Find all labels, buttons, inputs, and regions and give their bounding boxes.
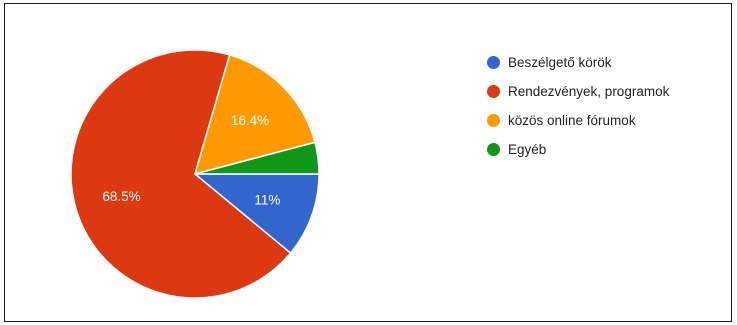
pie-slice-2 — [70, 49, 292, 299]
pie-slice-3 — [194, 54, 316, 175]
pie-slice-4 — [194, 141, 320, 175]
legend-item-1: Beszélgető körök — [487, 51, 669, 73]
legend-label: Rendezvények, programok — [508, 83, 670, 99]
pie-slice-1 — [194, 173, 320, 254]
legend-swatch-icon — [487, 84, 500, 98]
slice-label-3: 16.4% — [231, 113, 269, 128]
legend-label: Egyéb — [508, 141, 547, 157]
legend-swatch-icon — [487, 55, 500, 69]
slice-label-1: 11% — [254, 193, 280, 208]
legend-item-3: közös online fórumok — [487, 109, 669, 131]
legend-item-2: Rendezvények, programok — [487, 80, 669, 102]
legend-item-4: Egyéb — [487, 138, 669, 160]
legend-label: közös online fórumok — [508, 112, 636, 128]
pie-slices — [70, 49, 320, 299]
legend-label: Beszélgető körök — [508, 54, 612, 70]
pie-slice-labels: 11% 68.5% 16.4% — [102, 113, 280, 208]
legend-swatch-icon — [487, 142, 500, 156]
legend: Beszélgető körök Rendezvények, programok k… — [487, 51, 669, 167]
legend-swatch-icon — [487, 113, 500, 127]
slice-label-2: 68.5% — [102, 189, 140, 204]
